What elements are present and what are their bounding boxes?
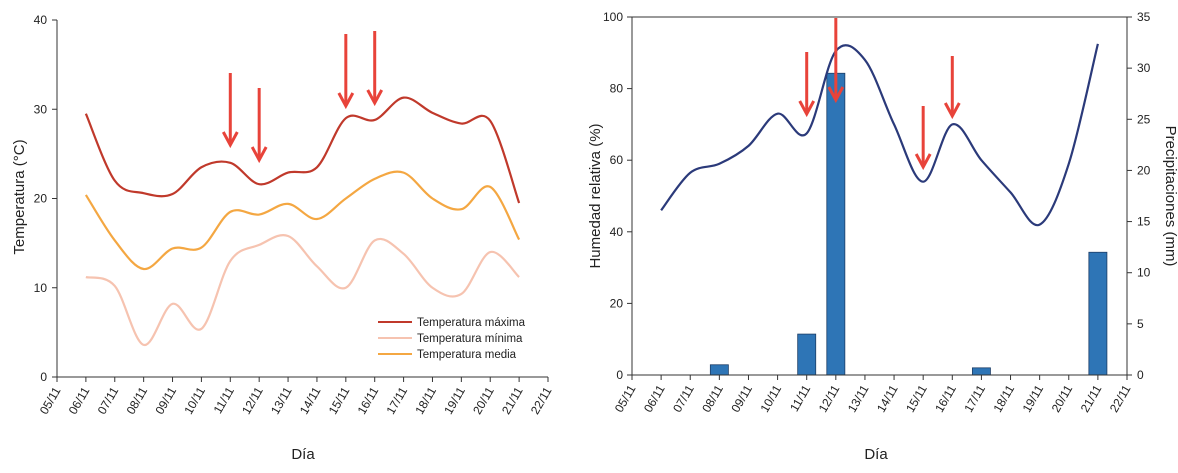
x-tick-label: 19/11 [441,384,468,417]
red-arrow-head [798,100,816,118]
y2-tick-label: 30 [1137,61,1151,75]
precipitation-bar [971,367,991,376]
temperature-x-axis-label: Día [291,446,315,463]
humidity-x-ticks: 05/11 06/11 07/11 08/11 09/11 10/11 11/11 12/11… [612,375,1134,415]
x-tick-label: 10/11 [757,382,784,415]
temperature-x-ticks: 05/11 06/11 07/11 08/11 09/11 10/11 11/11 12/11… [37,377,555,417]
red-arrow-head [366,89,384,107]
red-arrow-head [337,92,355,110]
humidity-chart: 0 20 40 60 80 100 0 5 10 15 20 25 30 35 05/11 06/11 07… [587,10,1178,463]
y2-tick-label: 15 [1137,215,1151,229]
x-tick-label: 08/11 [699,382,726,415]
precipitation-y-ticks: 0 5 10 15 20 25 30 35 [1127,10,1151,382]
y2-tick-label: 0 [1137,368,1144,382]
x-tick-label: 20/11 [470,384,497,417]
legend-label-min: Temperatura mínima [417,333,523,345]
humidity-x-axis-label: Día [864,446,888,463]
humidity-line [660,43,1099,227]
y-tick-label: 10 [34,281,48,295]
x-tick-label: 12/11 [816,382,843,415]
x-tick-label: 21/11 [1078,382,1105,415]
humidity-arrows [798,18,961,171]
y2-tick-label: 5 [1137,317,1144,331]
y2-tick-label: 10 [1137,266,1151,280]
x-tick-label: 09/11 [152,384,179,417]
y-tick-label: 60 [610,153,624,167]
humidity-y-axis-label: Humedad relativa (%) [587,123,604,268]
x-tick-label: 06/11 [641,382,668,415]
x-tick-label: 06/11 [66,384,93,417]
x-tick-label: 14/11 [297,384,324,417]
red-arrow-head [250,146,268,164]
precipitation-bar [797,333,817,376]
x-tick-label: 16/11 [355,384,382,417]
series-line-1 [85,234,520,346]
series-line-0 [84,96,521,204]
x-tick-label: 05/11 [612,382,639,415]
y-tick-label: 0 [40,370,47,384]
x-tick-label: 12/11 [239,384,266,417]
y-tick-label: 40 [610,225,624,239]
x-tick-label: 13/11 [268,384,295,417]
humidity-y-ticks: 0 20 40 60 80 100 [603,10,632,382]
precipitation-bar [826,72,846,376]
red-arrow-head [943,102,961,120]
temperature-chart: 0 10 20 30 40 05/11 06/11 07/11 08/11 09/11 10/11… [11,13,555,463]
x-tick-label: 13/11 [845,382,872,415]
y-tick-label: 80 [610,82,624,96]
red-arrow-head [221,131,239,149]
x-tick-label: 15/11 [903,382,930,415]
x-tick-label: 10/11 [181,384,208,417]
x-tick-label: 09/11 [728,382,755,415]
legend-label-media: Temperatura media [417,349,517,361]
x-tick-label: 15/11 [326,384,353,417]
humidity-series [660,43,1099,227]
legend-label-max: Temperatura máxima [417,317,526,329]
temperature-series [84,96,521,346]
y2-tick-label: 35 [1137,10,1151,24]
humidity-axes [631,16,1128,376]
red-arrow-head [914,153,932,171]
y-tick-label: 40 [34,13,48,27]
temperature-y-ticks: 0 10 20 30 40 [34,13,57,384]
x-tick-label: 20/11 [1049,382,1076,415]
x-tick-label: 05/11 [37,384,64,417]
y-tick-label: 100 [603,10,623,24]
x-tick-label: 18/11 [990,382,1017,415]
x-tick-label: 17/11 [383,384,410,417]
precipitation-bars [709,72,1108,376]
x-tick-label: 11/11 [211,384,237,416]
x-tick-label: 17/11 [961,382,988,415]
x-tick-label: 07/11 [95,384,122,417]
x-tick-label: 21/11 [499,384,526,417]
y-tick-label: 0 [616,368,623,382]
red-arrow-head [827,86,845,104]
x-tick-label: 07/11 [670,382,697,415]
precipitation-bar [1088,251,1108,376]
precipitation-y-axis-label: Precipitaciones (mm) [1162,126,1178,267]
temperature-legend: Temperatura máxima Temperatura mínima Te… [378,317,526,361]
y-tick-label: 30 [34,102,48,116]
y-tick-label: 20 [610,296,624,310]
x-tick-label: 14/11 [874,382,901,415]
temperature-arrows [221,31,384,164]
x-tick-label: 19/11 [1020,382,1047,415]
x-tick-label: 18/11 [412,384,439,417]
x-tick-label: 22/11 [528,384,555,417]
x-tick-label: 16/11 [932,382,959,415]
x-tick-label: 11/11 [787,382,813,414]
y2-tick-label: 20 [1137,163,1151,177]
series-line-2 [84,170,521,271]
x-tick-label: 08/11 [124,384,151,417]
temperature-y-axis-label: Temperatura (°C) [11,139,28,254]
precipitation-bar [709,364,729,376]
plot-frame [631,16,1128,376]
x-tick-label: 22/11 [1107,382,1134,415]
y-tick-label: 20 [34,192,48,206]
y2-tick-label: 25 [1137,112,1151,126]
